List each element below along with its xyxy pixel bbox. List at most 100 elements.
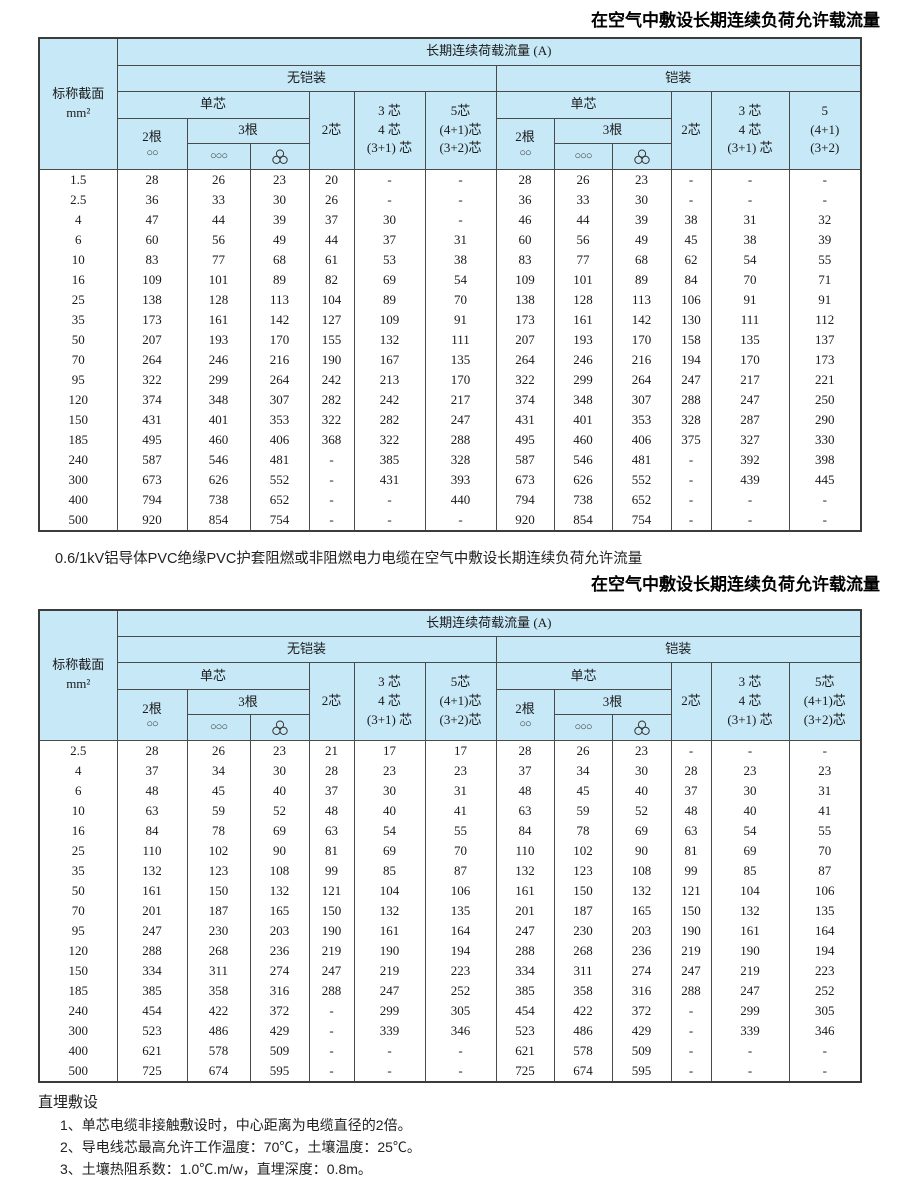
current-value-cell: 242 xyxy=(353,389,426,410)
current-value-cell: 221 xyxy=(788,369,862,390)
current-value-cell: 23 xyxy=(788,761,862,781)
current-value-cell: 112 xyxy=(788,309,862,330)
current-value-cell: 99 xyxy=(670,861,712,881)
table-row: 10 83 77 68 61 53 38 83 77 68 62 54 55 xyxy=(38,249,862,270)
current-value-cell: - xyxy=(308,449,355,470)
current-value-cell: 113 xyxy=(611,289,672,310)
current-value-cell: 70 xyxy=(788,841,862,861)
two-core-header-armored: 2芯 xyxy=(670,662,712,741)
current-value-cell: 738 xyxy=(553,489,613,510)
current-value-cell: 81 xyxy=(308,841,355,861)
current-value-cell: 89 xyxy=(353,289,426,310)
nominal-size-cell: 95 xyxy=(38,369,118,390)
current-value-cell: 552 xyxy=(611,469,672,490)
current-value-cell: - xyxy=(788,169,862,190)
current-value-cell: 37 xyxy=(308,209,355,230)
current-value-cell: 398 xyxy=(788,449,862,470)
nominal-size-cell: 4 xyxy=(38,209,118,230)
current-value-cell: 213 xyxy=(353,369,426,390)
header-row-1: 标称截面 mm² 长期连续荷载流量 (A) xyxy=(38,609,862,741)
current-value-cell: 59 xyxy=(186,801,251,821)
current-value-cell: 242 xyxy=(308,369,355,390)
nominal-size-cell: 185 xyxy=(38,429,118,450)
current-value-cell: 28 xyxy=(495,169,555,190)
current-value-cell: 113 xyxy=(249,289,310,310)
current-value-cell: 132 xyxy=(611,881,672,901)
current-value-cell: 307 xyxy=(611,389,672,410)
current-value-cell: 207 xyxy=(116,329,188,350)
current-value-cell: 299 xyxy=(553,369,613,390)
current-value-cell: 54 xyxy=(710,821,790,841)
current-value-cell: 246 xyxy=(553,349,613,370)
current-value-cell: 26 xyxy=(308,189,355,210)
current-value-cell: - xyxy=(353,1061,426,1082)
current-value-cell: - xyxy=(353,169,426,190)
nominal-size-cell: 10 xyxy=(38,801,118,821)
current-value-cell: 170 xyxy=(611,329,672,350)
current-value-cell: 30 xyxy=(611,189,672,210)
current-value-cell: 89 xyxy=(249,269,310,290)
current-value-cell: - xyxy=(424,189,497,210)
page-title-table2: 在空气中敷设长期连续负荷允许载流量 xyxy=(591,574,880,594)
current-value-cell: 322 xyxy=(353,429,426,450)
nominal-size-cell: 70 xyxy=(38,901,118,921)
nominal-size-cell: 6 xyxy=(38,229,118,250)
current-value-cell: 327 xyxy=(710,429,790,450)
current-value-cell: 353 xyxy=(249,409,310,430)
current-value-cell: 299 xyxy=(710,1001,790,1021)
burial-note-3: 3、土壤热阻系数：1.0℃.m/w，直埋深度：0.8m。 xyxy=(60,1160,372,1177)
current-value-cell: 109 xyxy=(353,309,426,330)
nominal-size-cell: 16 xyxy=(38,269,118,290)
current-value-cell: 621 xyxy=(116,1041,188,1061)
current-value-cell: 36 xyxy=(116,189,188,210)
current-value-cell: - xyxy=(710,189,790,210)
current-value-cell: 101 xyxy=(186,269,251,290)
table-row: 95 322 299 264 242 213 170 322 299 264 247 217 221 xyxy=(38,369,862,390)
current-value-cell: - xyxy=(788,189,862,210)
unarmored-group-header: 无铠装 xyxy=(116,636,497,663)
current-value-cell: 59 xyxy=(553,801,613,821)
current-value-cell: 439 xyxy=(710,469,790,490)
current-value-cell: 595 xyxy=(249,1061,310,1082)
current-value-cell: - xyxy=(788,1041,862,1061)
single-core-header-armored: 单芯 xyxy=(495,662,672,690)
current-value-cell: 63 xyxy=(116,801,188,821)
current-value-cell: 84 xyxy=(116,821,188,841)
current-value-cell: 23 xyxy=(353,761,426,781)
header-row-5: ○○○ ○○○ xyxy=(39,714,861,741)
current-value-cell: 339 xyxy=(710,1021,790,1041)
current-value-cell: 37 xyxy=(495,761,555,781)
current-value-cell: 164 xyxy=(424,921,497,941)
current-value-cell: 460 xyxy=(186,429,251,450)
table-row: 185 385 358 316 288 247 252 385 358 316 288 247 252 xyxy=(38,981,862,1001)
current-value-cell: 203 xyxy=(611,921,672,941)
current-value-cell: 102 xyxy=(553,841,613,861)
nominal-size-cell: 150 xyxy=(38,961,118,981)
current-value-cell: 334 xyxy=(116,961,188,981)
current-value-cell: 49 xyxy=(611,229,672,250)
current-value-cell: 481 xyxy=(249,449,310,470)
current-value-cell: 201 xyxy=(116,901,188,921)
current-value-cell: 39 xyxy=(611,209,672,230)
current-value-cell: 307 xyxy=(249,389,310,410)
table-row: 300 673 626 552-431 393 673 626 552-439 445 xyxy=(38,469,862,490)
current-value-cell: 106 xyxy=(424,881,497,901)
current-value-cell: 83 xyxy=(116,249,188,270)
current-value-cell: 34 xyxy=(553,761,613,781)
current-value-cell: 587 xyxy=(495,449,555,470)
current-value-cell: 23 xyxy=(710,761,790,781)
current-value-cell: 55 xyxy=(788,821,862,841)
current-value-cell: 219 xyxy=(710,961,790,981)
table-row: 4 37 34 30 28 23 23 37 34 30 28 23 23 xyxy=(38,761,862,781)
nominal-size-cell: 10 xyxy=(38,249,118,270)
current-value-cell: 322 xyxy=(495,369,555,390)
current-value-cell: 247 xyxy=(495,921,555,941)
table-row: 2.5 28 26 23 21 17 17 28 26 23- - - xyxy=(38,740,862,761)
core-3-4-header-armored: 3 芯 4 芯 (3+1) 芯 xyxy=(710,662,790,741)
current-value-cell: 161 xyxy=(495,881,555,901)
two-wire-header-armored: 2根 ○○ xyxy=(495,689,555,741)
current-value-cell: 509 xyxy=(249,1041,310,1061)
table-row: 35 132 123 108 99 85 87 132 123 108 99 85 87 xyxy=(38,861,862,881)
table-row: 10 63 59 52 48 40 41 63 59 52 48 40 41 xyxy=(38,801,862,821)
current-value-cell: 385 xyxy=(495,981,555,1001)
